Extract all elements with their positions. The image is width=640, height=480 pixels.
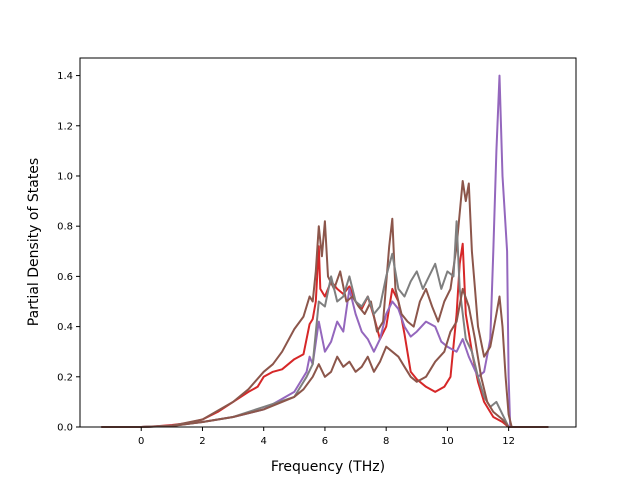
y-tick-label: 0.0 <box>57 423 73 434</box>
y-tick-label: 0.2 <box>57 372 73 383</box>
series-line-1 <box>101 242 549 428</box>
series-line-4 <box>101 220 549 428</box>
series-line-3 <box>101 180 549 428</box>
x-tick-label: 6 <box>322 436 328 447</box>
x-axis-ticks: 0 2 4 6 8 10 12 <box>138 427 515 447</box>
x-tick-label: 0 <box>138 436 144 447</box>
plot-area: 0 2 4 6 8 10 12 0.0 0.2 0.4 0.6 0.8 1.0 1.2 1.4 <box>57 57 577 447</box>
x-axis-label: Frequency (THz) <box>271 459 385 475</box>
y-tick-label: 1.2 <box>57 121 73 132</box>
y-axis-label: Partial Density of States <box>26 158 42 326</box>
y-tick-label: 1.0 <box>57 171 73 182</box>
y-tick-label: 0.6 <box>57 272 73 283</box>
x-tick-label: 2 <box>199 436 205 447</box>
series-line-2 <box>101 74 549 428</box>
y-axis-ticks: 0.0 0.2 0.4 0.6 0.8 1.0 1.2 1.4 <box>57 71 80 434</box>
series-lines <box>101 74 549 428</box>
x-tick-label: 10 <box>441 436 454 447</box>
x-tick-label: 4 <box>261 436 267 447</box>
y-tick-label: 1.4 <box>57 71 73 82</box>
y-tick-label: 0.8 <box>57 222 73 233</box>
axes-frame <box>79 57 577 428</box>
series-line-5 <box>101 287 549 428</box>
x-tick-label: 8 <box>383 436 389 447</box>
x-tick-label: 12 <box>502 436 515 447</box>
y-tick-label: 0.4 <box>57 322 73 333</box>
